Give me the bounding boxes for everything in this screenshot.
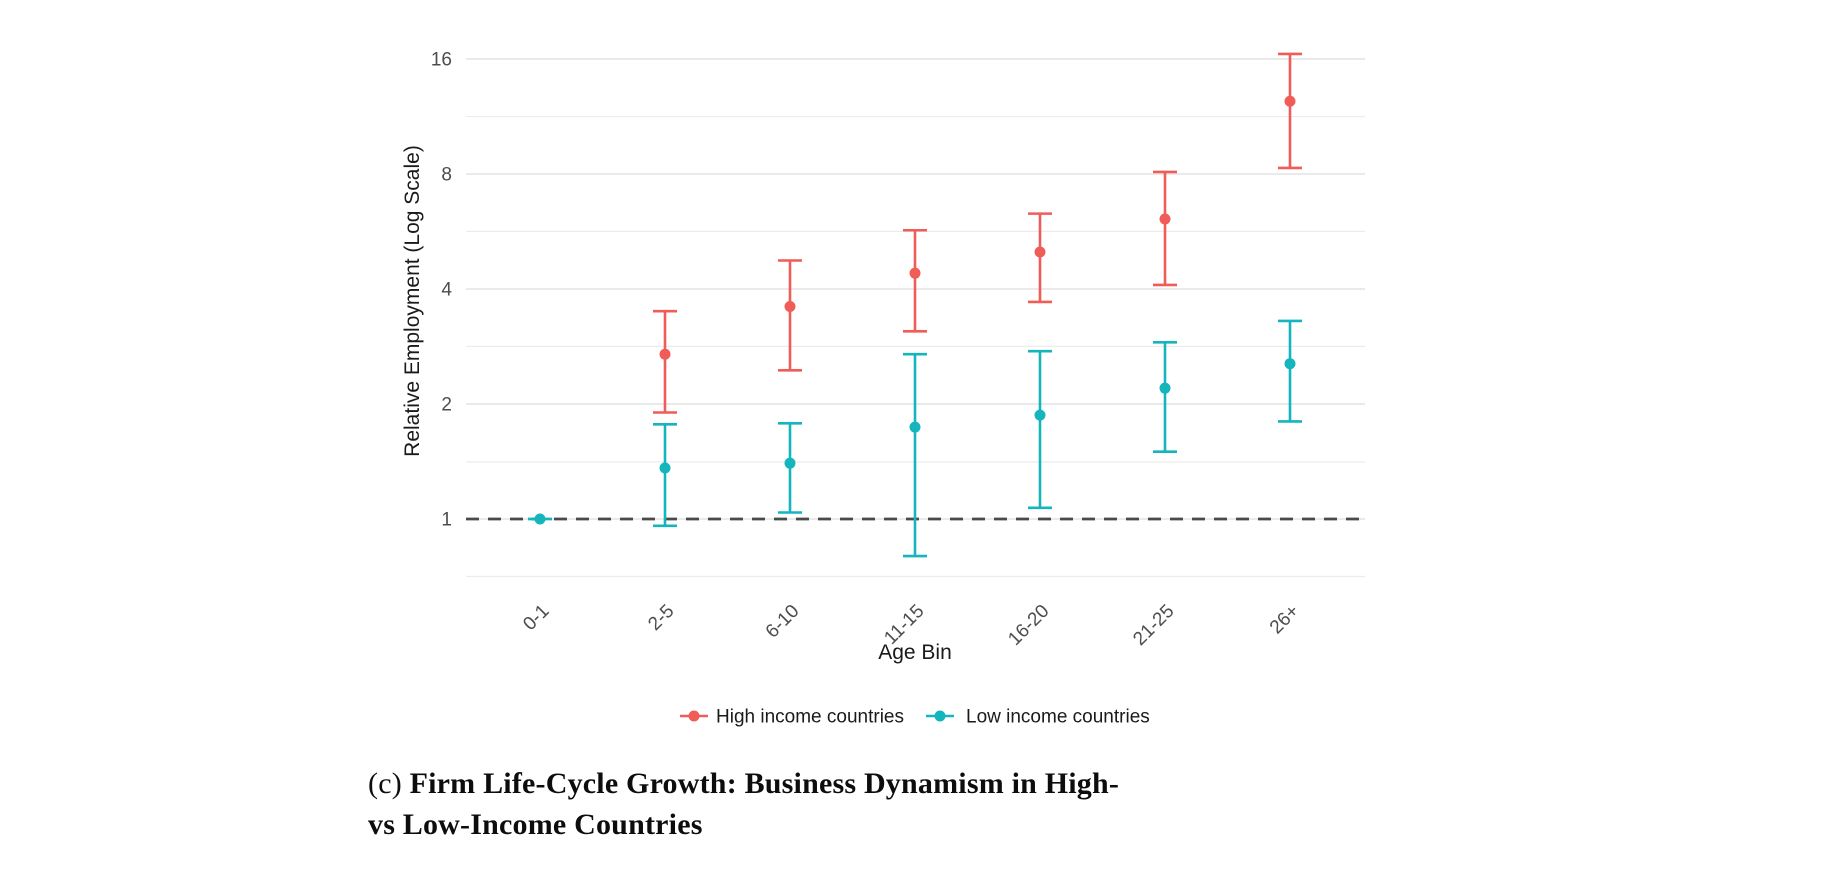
- x-tick-label: 0-1: [519, 601, 553, 635]
- legend-label: High income countries: [716, 707, 904, 728]
- y-tick-label: 8: [441, 165, 452, 186]
- x-axis-title: Age Bin: [878, 641, 952, 664]
- point-high-6-10: [784, 300, 796, 312]
- x-tick-label: 2-5: [644, 601, 678, 635]
- point-low-2-5: [659, 462, 671, 474]
- point-low-11-15: [909, 421, 921, 433]
- point-high-2-5: [659, 348, 671, 360]
- point-low-16-20: [1034, 409, 1046, 421]
- point-high-16-20: [1034, 246, 1046, 258]
- point-low-26+: [1284, 358, 1296, 370]
- y-tick-label: 4: [441, 280, 452, 301]
- y-tick-label: 1: [441, 510, 452, 531]
- point-low-21-25: [1159, 382, 1171, 394]
- point-high-26+: [1284, 95, 1296, 107]
- caption-title-line1: Firm Life-Cycle Growth: Business Dynamis…: [409, 767, 1120, 800]
- legend-key-dot-1: [934, 710, 946, 722]
- caption-index: (c): [368, 767, 410, 800]
- x-tick-label: 26+: [1266, 601, 1304, 639]
- point-high-11-15: [909, 267, 921, 279]
- figure-caption: (c) Firm Life-Cycle Growth: Business Dyn…: [368, 763, 1228, 845]
- x-tick-label: 6-10: [762, 601, 804, 643]
- x-tick-label: 21-25: [1129, 601, 1178, 650]
- point-high-21-25: [1159, 213, 1171, 225]
- y-tick-label: 16: [431, 50, 452, 71]
- legend-label: Low income countries: [966, 707, 1150, 728]
- y-axis-title: Relative Employment (Log Scale): [401, 145, 424, 457]
- x-tick-label: 16-20: [1004, 601, 1053, 650]
- point-low-0-1: [534, 513, 546, 525]
- point-low-6-10: [784, 457, 796, 469]
- caption-title-line2: vs Low-Income Countries: [368, 808, 703, 841]
- y-tick-label: 2: [441, 395, 452, 416]
- legend-key-dot-0: [688, 710, 700, 722]
